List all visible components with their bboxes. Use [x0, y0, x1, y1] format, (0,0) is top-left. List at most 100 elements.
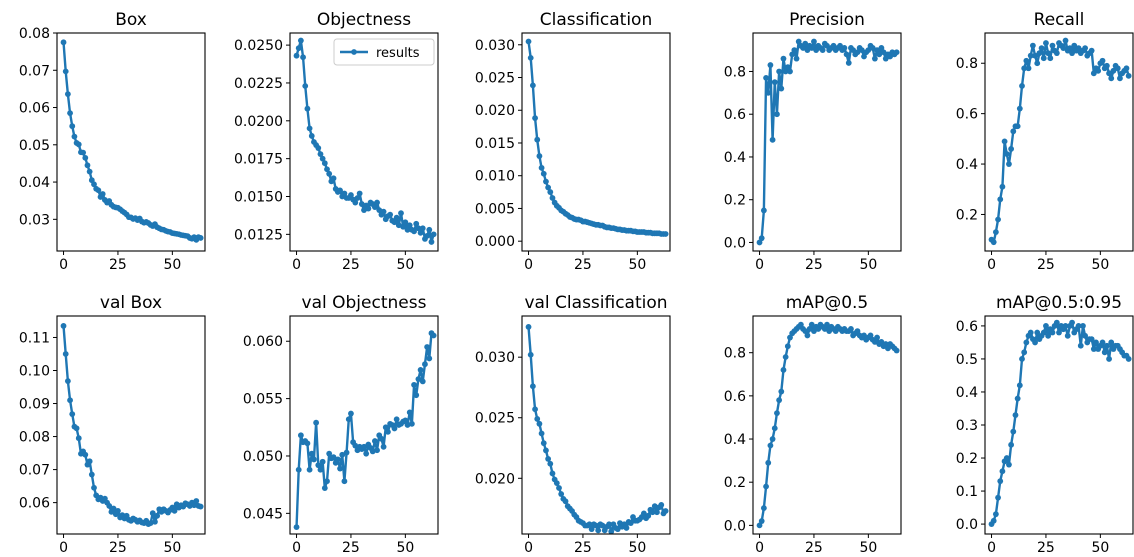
data-point [995, 216, 1001, 223]
y-tick-label: 0.030 [475, 38, 515, 54]
data-point [771, 79, 778, 86]
data-point [404, 226, 411, 233]
data-point [543, 178, 549, 185]
data-point [588, 526, 595, 533]
x-tick-label: 0 [59, 540, 68, 556]
data-point [545, 456, 552, 462]
y-tick-label: 0.0 [724, 518, 746, 534]
data-point [756, 239, 763, 246]
data-point [395, 222, 402, 229]
data-point [428, 239, 435, 245]
data-point [784, 343, 791, 350]
data-point [317, 466, 324, 473]
data-point [1125, 356, 1132, 362]
y-tick-label: 0.4 [956, 385, 978, 401]
data-point [308, 450, 315, 457]
data-point [321, 485, 328, 492]
data-point [1032, 52, 1038, 59]
x-tick-label: 0 [524, 257, 533, 273]
data-point [419, 378, 426, 385]
data-point [1082, 332, 1089, 339]
y-tick-label: 0.07 [19, 63, 50, 79]
data-point [874, 334, 880, 341]
x-tick-label: 50 [396, 540, 414, 556]
series-line [62, 325, 201, 526]
data-point [64, 91, 71, 98]
data-point [365, 205, 372, 212]
data-point [1049, 329, 1056, 336]
data-point [527, 54, 534, 61]
data-point [86, 458, 93, 465]
data-point [411, 228, 417, 235]
axes-frame [984, 315, 1134, 535]
data-point [627, 520, 634, 526]
legend-box [333, 38, 435, 66]
data-point [599, 522, 606, 529]
data-point [811, 38, 817, 45]
data-point [1101, 349, 1108, 356]
data-point [426, 226, 433, 233]
data-point [874, 47, 880, 53]
data-point [778, 388, 785, 395]
data-point [824, 42, 830, 49]
data-point [540, 170, 547, 177]
x-tick-label: 0 [987, 257, 996, 273]
y-tick-label: 0.11 [19, 330, 50, 346]
data-point [378, 435, 385, 442]
y-tick-label: 0.09 [19, 397, 50, 413]
subplot: mAP@0.5:0.95 0 25 50 0.0 0.1 0.2 0.3 0.4 0.5 0.6 [956, 293, 1134, 556]
axes-frame [984, 32, 1134, 252]
data-point [337, 187, 343, 194]
data-point [71, 133, 78, 140]
data-point [549, 195, 556, 201]
data-point [776, 397, 783, 404]
data-point [990, 517, 997, 524]
data-point [430, 332, 437, 339]
data-point [191, 502, 198, 509]
data-point [1023, 339, 1030, 346]
series-line [527, 326, 667, 533]
legend-marker [351, 49, 357, 55]
y-tick-label: 0.060 [243, 334, 283, 350]
subplot-title: val Classification [524, 293, 667, 313]
data-point [540, 440, 547, 447]
data-point [756, 522, 763, 529]
data-point [804, 47, 811, 53]
data-point [780, 55, 787, 62]
data-point [1088, 47, 1095, 54]
data-point [341, 190, 348, 197]
y-tick-label: 0.025 [475, 411, 515, 427]
data-point [1125, 72, 1132, 79]
data-point [1034, 329, 1041, 336]
subplot: val Objectness 0 25 50 0.045 0.050 0.055 0.060 [243, 293, 439, 556]
subplot-title: val Objectness [302, 293, 427, 313]
data-point [413, 220, 420, 227]
data-point [1010, 428, 1017, 435]
x-tick-label: 0 [59, 257, 68, 273]
data-point [406, 222, 413, 229]
legend: results [333, 38, 435, 66]
data-point [306, 125, 313, 132]
data-point [297, 432, 304, 439]
data-point [558, 491, 565, 497]
data-point [64, 378, 71, 384]
data-point [1093, 339, 1099, 346]
data-point [782, 354, 789, 360]
data-point [324, 166, 330, 173]
data-point [147, 520, 154, 526]
data-point [67, 397, 73, 404]
axes-frame [752, 315, 902, 535]
data-point [1001, 138, 1008, 145]
data-point [811, 328, 817, 335]
data-point [1056, 329, 1062, 336]
data-point [826, 328, 833, 335]
data-point [415, 376, 422, 383]
subplot: val Classification 0 25 50 0.020 0.025 0.030 [475, 293, 671, 556]
data-point [1099, 57, 1106, 64]
data-point [1108, 339, 1115, 346]
y-tick-label: 0.08 [19, 430, 50, 446]
data-point [758, 235, 765, 242]
axes-frame [752, 32, 902, 252]
data-point [369, 448, 376, 455]
